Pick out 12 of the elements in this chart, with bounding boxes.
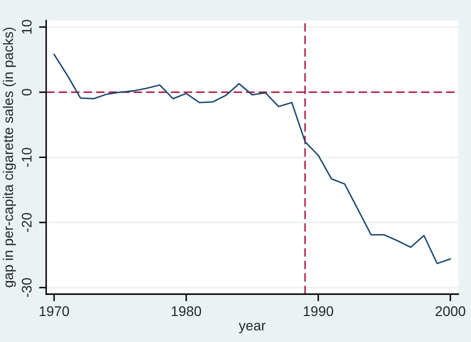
y-tick-label: -30	[22, 278, 32, 298]
x-tick-label: 1980	[172, 306, 202, 316]
x-axis-title: year	[238, 322, 266, 334]
y-tick-label: 0	[22, 88, 32, 96]
x-tick-label: 2000	[436, 306, 466, 316]
y-tick-label: -20	[22, 212, 32, 232]
x-tick-label: 1970	[40, 306, 69, 316]
y-axis-title: gap in per-capita cigarette sales (in packs)	[2, 28, 16, 288]
x-tick-label: 1990	[304, 306, 334, 316]
line-series	[53, 54, 452, 264]
y-tick-label: -10	[22, 148, 32, 167]
y-tick-label: 10	[22, 20, 32, 34]
